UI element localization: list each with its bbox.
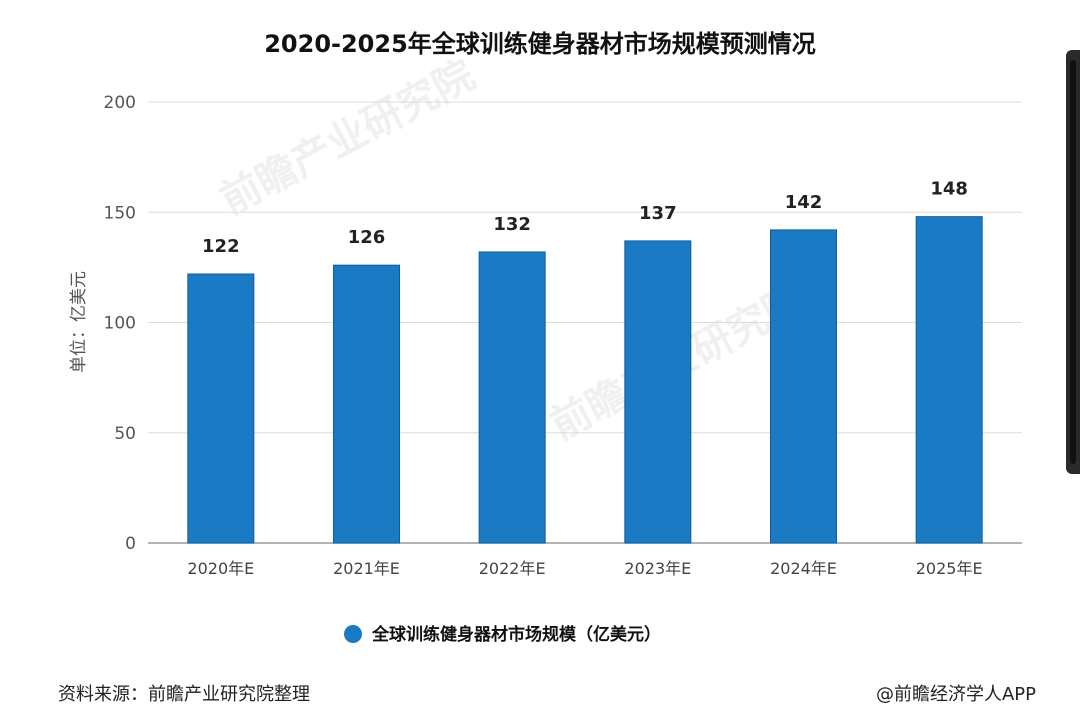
y-axis-ticks: 0 50 100 150 200 bbox=[104, 93, 136, 554]
bars bbox=[187, 216, 983, 544]
data-label: 126 bbox=[348, 227, 386, 248]
bar bbox=[333, 264, 400, 544]
scrollbar-thumb[interactable] bbox=[1070, 60, 1076, 464]
data-label: 137 bbox=[639, 203, 677, 224]
legend: 全球训练健身器材市场规模（亿美元） bbox=[344, 624, 661, 645]
x-tick-label: 2021年E bbox=[333, 559, 400, 578]
x-tick-label: 2022年E bbox=[479, 559, 546, 578]
x-tick-label: 2024年E bbox=[770, 559, 837, 578]
y-tick-label: 0 bbox=[125, 534, 136, 554]
gridlines bbox=[148, 101, 1022, 544]
y-axis-label: 单位：亿美元 bbox=[69, 271, 89, 373]
bar bbox=[770, 229, 837, 544]
data-labels: 122 126 132 137 142 148 bbox=[202, 179, 968, 257]
source-note: 资料来源：前瞻产业研究院整理 bbox=[58, 684, 310, 705]
bar bbox=[915, 216, 983, 544]
x-tick-label: 2023年E bbox=[624, 559, 691, 578]
data-label: 142 bbox=[785, 192, 823, 213]
y-tick-label: 50 bbox=[114, 424, 136, 444]
x-tick-label: 2020年E bbox=[187, 559, 254, 578]
x-axis-ticks: 2020年E 2021年E 2022年E 2023年E 2024年E 2025年E bbox=[187, 559, 982, 578]
y-tick-label: 200 bbox=[104, 93, 136, 113]
data-label: 132 bbox=[493, 214, 531, 235]
y-tick-label: 100 bbox=[104, 314, 136, 334]
bar bbox=[187, 273, 255, 544]
x-tick-label: 2025年E bbox=[916, 559, 983, 578]
bar bbox=[478, 251, 546, 544]
chart-title: 2020-2025年全球训练健身器材市场规模预测情况 bbox=[264, 30, 816, 58]
credit-note: @前瞻经济学人APP bbox=[876, 684, 1036, 705]
legend-label: 全球训练健身器材市场规模（亿美元） bbox=[371, 624, 661, 645]
legend-marker bbox=[344, 625, 362, 643]
data-label: 122 bbox=[202, 236, 240, 257]
bar bbox=[624, 240, 692, 544]
data-label: 148 bbox=[930, 179, 968, 200]
watermark-text: 前瞻产业研究院 bbox=[213, 52, 482, 224]
y-tick-label: 150 bbox=[104, 203, 136, 223]
